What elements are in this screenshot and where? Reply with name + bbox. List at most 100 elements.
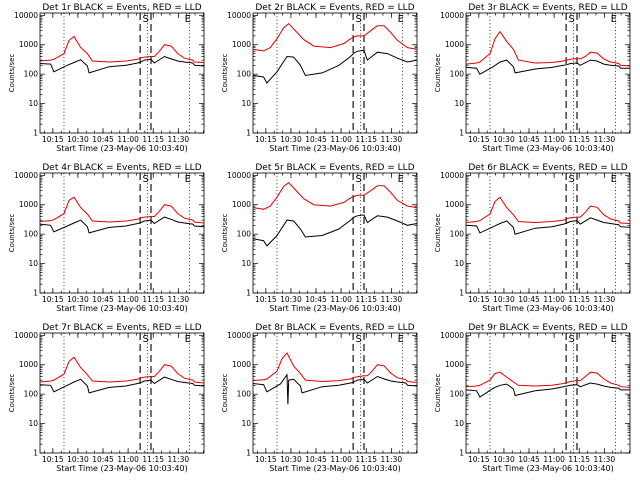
panel-title: Det 4r BLACK = Events, RED = LLD xyxy=(42,163,201,173)
x-tick-label: 10:30 xyxy=(67,295,89,304)
series-lld xyxy=(40,35,205,63)
y-tick-label: 100 xyxy=(237,230,252,239)
y-axis-title: Counts/sec xyxy=(434,214,442,253)
marker-E: E xyxy=(611,174,617,185)
y-tick-label: 100 xyxy=(237,390,252,399)
series-lld xyxy=(253,182,418,210)
marker-E: E xyxy=(185,174,191,185)
marker-S: S xyxy=(355,14,361,25)
y-tick-label: 100 xyxy=(24,70,39,79)
marker-S: S xyxy=(142,334,148,345)
y-axis-title: Counts/sec xyxy=(434,54,442,93)
y-axis-title: Counts/sec xyxy=(221,374,229,413)
y-tick-label: 1000 xyxy=(445,40,464,49)
x-tick-label: 10:15 xyxy=(42,455,64,464)
x-tick-label: 11:30 xyxy=(381,295,403,304)
x-tick-label: 10:45 xyxy=(92,135,114,144)
x-tick-label: 10:45 xyxy=(305,135,327,144)
series-lld xyxy=(253,23,418,52)
x-tick-label: 10:15 xyxy=(255,295,277,304)
series-events xyxy=(40,376,205,394)
x-tick-label: 11:00 xyxy=(543,135,565,144)
plot-frame xyxy=(252,172,418,294)
plot-frame xyxy=(465,332,631,454)
x-axis-title: Start Time (23-May-06 10:03:40) xyxy=(56,304,187,313)
panel-title: Det 8r BLACK = Events, RED = LLD xyxy=(255,323,414,333)
marker-E: E xyxy=(611,334,617,345)
y-tick-label: 100 xyxy=(24,390,39,399)
x-axis-title: Start Time (23-May-06 10:03:40) xyxy=(482,144,613,153)
y-tick-label: 10 xyxy=(241,419,251,428)
panel-title: Det 1r BLACK = Events, RED = LLD xyxy=(42,3,201,13)
series-lld xyxy=(466,30,631,67)
x-tick-label: 11:30 xyxy=(168,295,190,304)
panel-title: Det 3r BLACK = Events, RED = LLD xyxy=(468,3,627,13)
y-axis-title: Counts/sec xyxy=(8,54,16,93)
y-tick-label: 1 xyxy=(459,129,464,138)
panel-6: Det 6r BLACK = Events, RED = LLD 1 10 100 10… xyxy=(434,163,631,313)
y-tick-label: 1 xyxy=(246,449,251,458)
x-axis-title: Start Time (23-May-06 10:03:40) xyxy=(56,144,187,153)
x-tick-label: 10:30 xyxy=(493,295,515,304)
panel-title: Det 9r BLACK = Events, RED = LLD xyxy=(468,323,627,333)
x-tick-label: 10:30 xyxy=(280,455,302,464)
plot-frame xyxy=(252,12,418,134)
y-tick-label: 10 xyxy=(28,259,38,268)
x-tick-label: 10:15 xyxy=(468,135,490,144)
panel-title: Det 2r BLACK = Events, RED = LLD xyxy=(255,3,414,13)
x-tick-label: 10:45 xyxy=(92,455,114,464)
y-tick-label: 10 xyxy=(454,419,464,428)
y-tick-label: 1000 xyxy=(19,40,38,49)
plot-frame xyxy=(465,172,631,294)
y-tick-label: 10000 xyxy=(440,331,464,340)
x-tick-label: 10:15 xyxy=(42,295,64,304)
x-axis-title: Start Time (23-May-06 10:03:40) xyxy=(482,464,613,473)
x-tick-label: 11:30 xyxy=(168,455,190,464)
series-events xyxy=(253,373,418,405)
y-axis-title: Counts/sec xyxy=(8,374,16,413)
x-tick-label: 11:30 xyxy=(381,135,403,144)
marker-S: S xyxy=(355,174,361,185)
x-tick-label: 11:15 xyxy=(142,295,164,304)
x-tick-label: 10:30 xyxy=(493,135,515,144)
series-lld xyxy=(253,352,418,383)
y-tick-label: 100 xyxy=(450,390,465,399)
x-tick-label: 11:30 xyxy=(594,295,616,304)
y-tick-label: 10000 xyxy=(227,331,251,340)
x-tick-label: 10:45 xyxy=(92,295,114,304)
marker-S: S xyxy=(568,14,574,25)
panel-3: Det 3r BLACK = Events, RED = LLD 1 10 100 10… xyxy=(434,3,631,153)
x-tick-label: 11:15 xyxy=(355,295,377,304)
y-tick-label: 1 xyxy=(33,129,38,138)
x-tick-label: 10:15 xyxy=(255,455,277,464)
panel-5: Det 5r BLACK = Events, RED = LLD 1 10 100 10… xyxy=(221,163,418,313)
series-events xyxy=(466,59,631,75)
series-events xyxy=(40,55,205,74)
marker-S: S xyxy=(355,334,361,345)
y-tick-label: 1000 xyxy=(232,40,251,49)
y-tick-label: 10000 xyxy=(14,171,38,180)
y-tick-label: 1 xyxy=(459,449,464,458)
y-tick-label: 1000 xyxy=(19,360,38,369)
panel-title: Det 7r BLACK = Events, RED = LLD xyxy=(42,323,201,333)
panel-1: Det 1r BLACK = Events, RED = LLD 1 10 100 10… xyxy=(8,3,205,153)
x-tick-label: 11:15 xyxy=(355,135,377,144)
panel-title: Det 6r BLACK = Events, RED = LLD xyxy=(468,163,627,173)
series-lld xyxy=(40,196,205,224)
series-events xyxy=(253,49,418,84)
x-tick-label: 10:15 xyxy=(468,295,490,304)
y-tick-label: 10000 xyxy=(227,171,251,180)
marker-E: E xyxy=(398,174,404,185)
series-events xyxy=(253,214,418,247)
plot-frame xyxy=(39,332,205,454)
x-tick-label: 11:00 xyxy=(543,455,565,464)
x-tick-label: 10:30 xyxy=(493,455,515,464)
x-tick-label: 10:30 xyxy=(67,135,89,144)
x-tick-label: 10:15 xyxy=(255,135,277,144)
y-tick-label: 1000 xyxy=(232,360,251,369)
x-axis-title: Start Time (23-May-06 10:03:40) xyxy=(269,464,400,473)
y-tick-label: 1 xyxy=(33,449,38,458)
x-tick-label: 10:15 xyxy=(468,455,490,464)
plot-frame xyxy=(39,172,205,294)
